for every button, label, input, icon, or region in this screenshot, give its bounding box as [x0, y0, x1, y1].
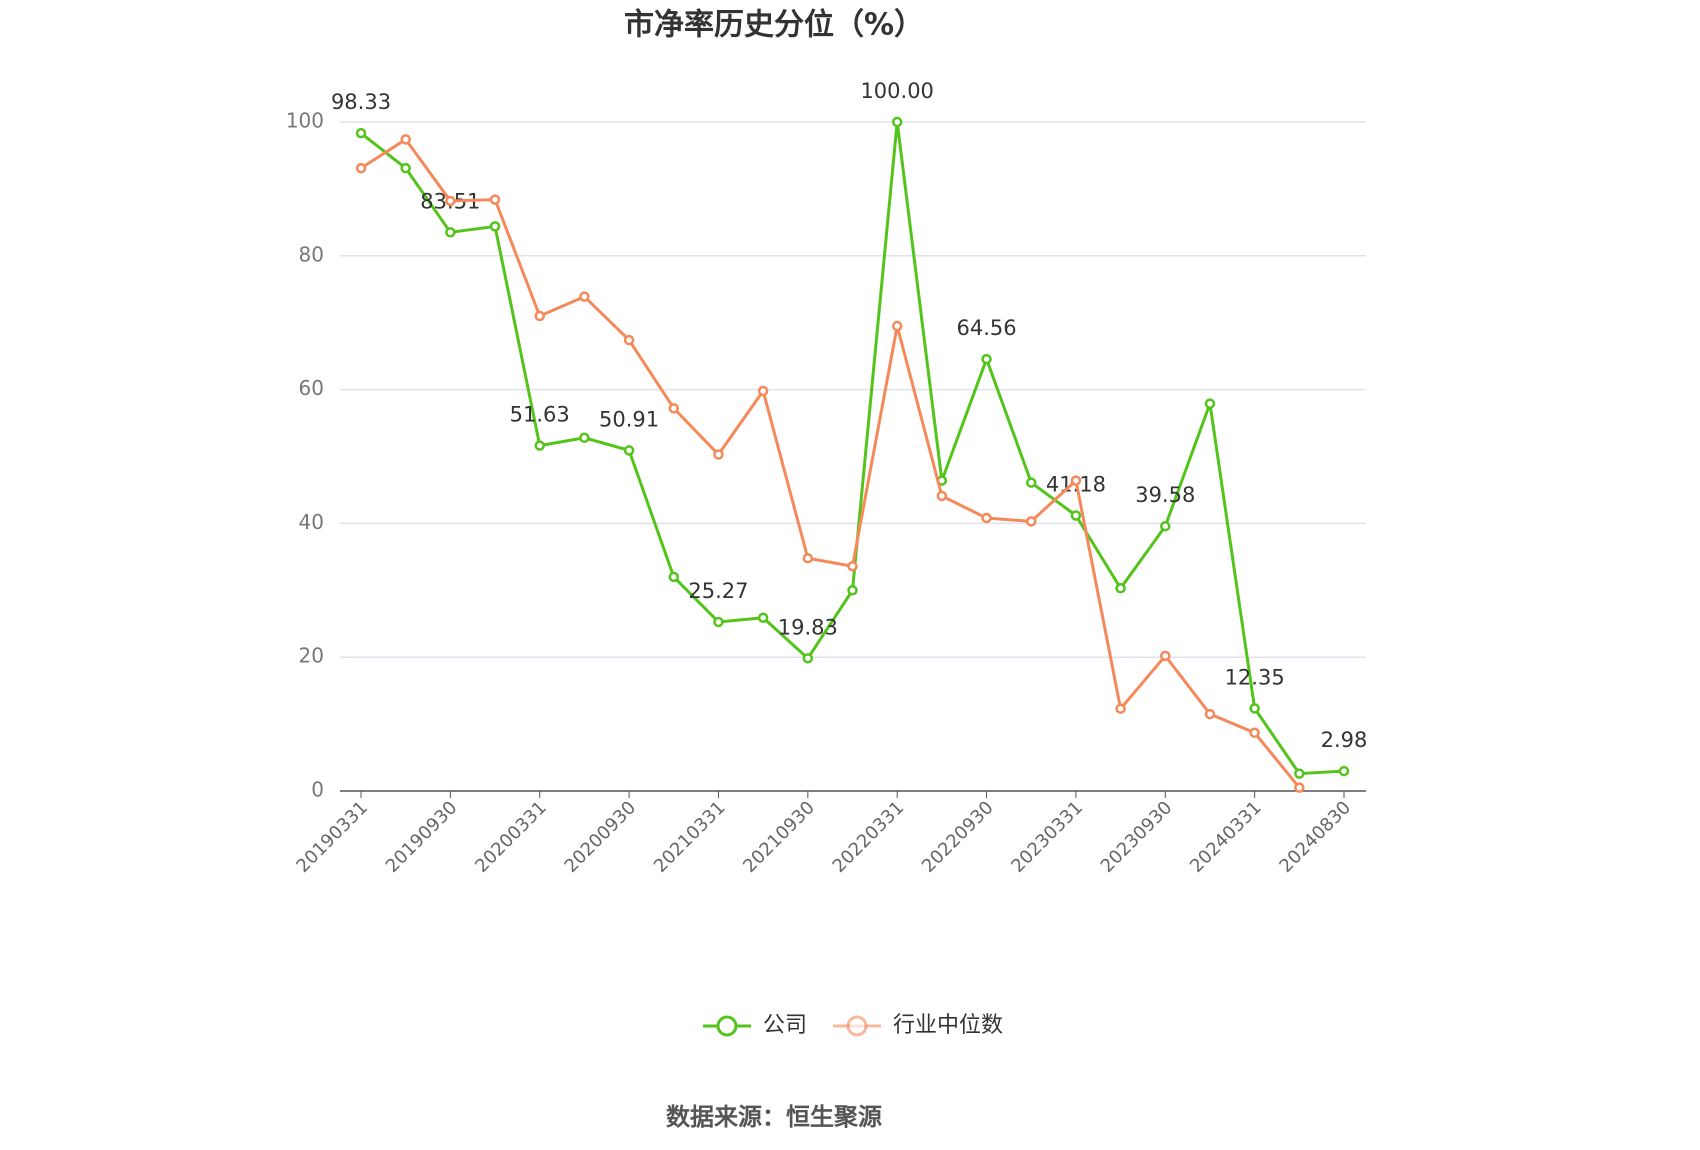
- data-point: [400, 162, 411, 174]
- data-point: [400, 134, 411, 145]
- x-tick-label: 20210930: [739, 797, 819, 877]
- legend-marker: [846, 1015, 868, 1037]
- y-tick-label: 100: [286, 109, 324, 133]
- data-point: [445, 195, 456, 207]
- data-point: [802, 653, 814, 664]
- data-label: 51.63: [510, 403, 570, 427]
- data-point: [981, 512, 992, 524]
- series-line: [360, 121, 1345, 776]
- data-point: [757, 612, 769, 623]
- data-point: [1160, 520, 1171, 532]
- y-tick-label: 60: [299, 376, 324, 400]
- data-point: [1160, 650, 1171, 662]
- data-point: [1294, 782, 1305, 793]
- data-label: 98.33: [331, 90, 391, 114]
- data-point: [891, 320, 903, 332]
- data-point: [1249, 703, 1260, 714]
- data-point: [1025, 516, 1037, 527]
- data-label: 39.58: [1135, 483, 1195, 507]
- data-point: [1115, 583, 1126, 594]
- data-point: [579, 291, 590, 302]
- data-point: [802, 552, 814, 564]
- data-label: 2.98: [1321, 728, 1368, 752]
- data-point: [1249, 727, 1260, 739]
- data-point: [757, 385, 769, 397]
- x-tick-label: 20220930: [918, 797, 998, 877]
- data-point: [847, 560, 858, 572]
- data-point: [623, 334, 635, 346]
- data-point: [1294, 768, 1305, 779]
- data-label: 19.83: [778, 615, 838, 639]
- data-point: [713, 449, 724, 460]
- data-point: [1338, 765, 1350, 777]
- x-tick-label: 20230331: [1007, 797, 1087, 877]
- data-point: [489, 221, 501, 232]
- data-point: [847, 585, 858, 596]
- data-label: 12.35: [1225, 665, 1285, 689]
- data-point: [489, 194, 501, 205]
- data-point: [1204, 398, 1216, 409]
- x-tick-label: 20200930: [561, 797, 641, 877]
- x-tick-label: 20240830: [1275, 797, 1355, 877]
- data-point: [1070, 475, 1082, 486]
- data-point: [1070, 510, 1082, 521]
- y-tick-label: 80: [299, 242, 324, 266]
- x-tick-label: 20210331: [650, 797, 730, 877]
- data-label: 50.91: [599, 407, 659, 431]
- data-point: [534, 440, 545, 451]
- x-tick-label: 20230930: [1097, 797, 1177, 877]
- legend-label: 行业中位数: [893, 1013, 1003, 1038]
- data-point: [355, 162, 367, 174]
- data-point: [936, 490, 948, 502]
- data-point: [1115, 703, 1126, 714]
- x-tick-label: 20220331: [829, 797, 909, 877]
- legend-label: 公司: [763, 1013, 807, 1038]
- data-point: [1025, 477, 1037, 488]
- data-point: [713, 616, 724, 628]
- chart-title: 市净率历史分位（%）: [624, 8, 924, 43]
- data-point: [445, 227, 456, 238]
- data-point: [981, 353, 992, 365]
- data-point: [668, 403, 680, 414]
- data-label: 25.27: [688, 579, 748, 603]
- y-tick-label: 20: [299, 644, 324, 668]
- data-point: [355, 127, 367, 139]
- x-tick-label: 20200331: [471, 797, 551, 877]
- data-point: [534, 310, 545, 322]
- series-line: [360, 137, 1301, 789]
- data-point: [623, 445, 635, 456]
- data-point: [891, 116, 903, 128]
- data-label: 64.56: [956, 316, 1016, 340]
- x-tick-label: 20190331: [292, 797, 372, 877]
- legend-marker: [716, 1015, 738, 1037]
- y-tick-label: 0: [311, 778, 324, 802]
- data-label: 100.00: [860, 79, 933, 103]
- source: 数据来源：恒生聚源: [666, 1103, 882, 1131]
- data-point: [1204, 708, 1216, 720]
- y-tick-label: 40: [299, 510, 324, 534]
- data-point: [668, 571, 680, 583]
- data-point: [579, 432, 590, 444]
- x-tick-label: 20240331: [1186, 797, 1266, 877]
- x-tick-label: 20190930: [382, 797, 462, 877]
